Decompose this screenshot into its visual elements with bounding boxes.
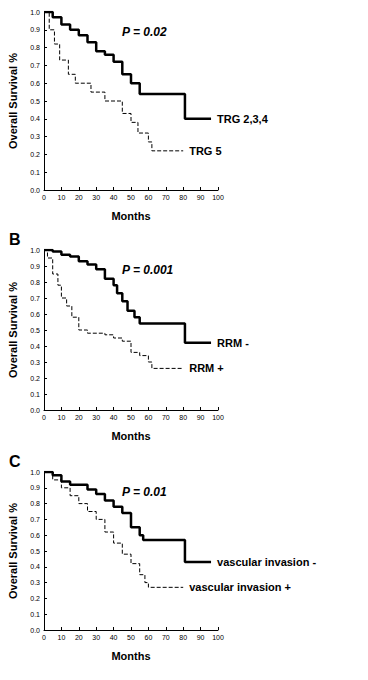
svg-text:0.8: 0.8 xyxy=(30,44,40,51)
svg-text:1.0: 1.0 xyxy=(30,9,40,16)
svg-text:Overall Survival %: Overall Survival % xyxy=(7,53,19,149)
svg-text:50: 50 xyxy=(127,414,135,421)
svg-text:0.2: 0.2 xyxy=(30,151,40,158)
svg-text:90: 90 xyxy=(197,634,205,641)
svg-text:Months: Months xyxy=(111,650,150,662)
svg-text:0.0: 0.0 xyxy=(30,187,40,194)
svg-text:P = 0.001: P = 0.001 xyxy=(122,263,174,277)
svg-text:Months: Months xyxy=(111,430,150,442)
svg-text:0.8: 0.8 xyxy=(30,279,40,286)
svg-text:30: 30 xyxy=(92,194,100,201)
svg-text:0.4: 0.4 xyxy=(30,343,40,350)
svg-text:0.9: 0.9 xyxy=(30,26,40,33)
svg-text:0.7: 0.7 xyxy=(30,62,40,69)
svg-text:70: 70 xyxy=(162,634,170,641)
svg-text:30: 30 xyxy=(92,634,100,641)
svg-text:B: B xyxy=(9,231,21,248)
svg-text:Overall Survival %: Overall Survival % xyxy=(7,282,19,378)
svg-text:Months: Months xyxy=(111,210,150,222)
svg-text:70: 70 xyxy=(162,194,170,201)
svg-text:80: 80 xyxy=(179,414,187,421)
svg-text:0.0: 0.0 xyxy=(30,627,40,634)
svg-text:20: 20 xyxy=(75,414,83,421)
svg-text:vascular invasion +: vascular invasion + xyxy=(189,581,291,593)
svg-text:0.3: 0.3 xyxy=(30,579,40,586)
svg-text:0.1: 0.1 xyxy=(30,611,40,618)
svg-text:0.6: 0.6 xyxy=(30,311,40,318)
svg-text:90: 90 xyxy=(197,194,205,201)
svg-text:TRG 2,3,4: TRG 2,3,4 xyxy=(217,113,269,125)
svg-text:10: 10 xyxy=(58,634,66,641)
svg-text:90: 90 xyxy=(197,414,205,421)
svg-text:70: 70 xyxy=(162,414,170,421)
svg-text:vascular invasion -: vascular invasion - xyxy=(217,556,316,568)
svg-text:60: 60 xyxy=(145,634,153,641)
svg-text:0.2: 0.2 xyxy=(30,375,40,382)
svg-text:80: 80 xyxy=(179,634,187,641)
svg-text:0.1: 0.1 xyxy=(30,391,40,398)
svg-text:0.2: 0.2 xyxy=(30,595,40,602)
svg-text:100: 100 xyxy=(212,414,224,421)
svg-text:RRM +: RRM + xyxy=(189,362,224,374)
svg-text:60: 60 xyxy=(145,194,153,201)
svg-text:0.6: 0.6 xyxy=(30,80,40,87)
svg-text:0.1: 0.1 xyxy=(30,169,40,176)
svg-text:0.7: 0.7 xyxy=(30,516,40,523)
svg-text:80: 80 xyxy=(179,194,187,201)
svg-text:10: 10 xyxy=(58,194,66,201)
svg-text:0.7: 0.7 xyxy=(30,295,40,302)
svg-text:0.5: 0.5 xyxy=(30,98,40,105)
svg-text:TRG 5: TRG 5 xyxy=(189,145,221,157)
svg-text:0.4: 0.4 xyxy=(30,563,40,570)
svg-text:RRM -: RRM - xyxy=(217,337,249,349)
svg-text:P = 0.02: P = 0.02 xyxy=(122,25,167,39)
svg-text:100: 100 xyxy=(212,634,224,641)
svg-text:10: 10 xyxy=(58,414,66,421)
svg-text:C: C xyxy=(9,453,21,470)
svg-text:0: 0 xyxy=(42,414,46,421)
svg-text:Overall Survival %: Overall Survival % xyxy=(7,503,19,599)
svg-text:0.9: 0.9 xyxy=(30,484,40,491)
svg-text:20: 20 xyxy=(75,194,83,201)
svg-text:1.0: 1.0 xyxy=(30,247,40,254)
svg-text:0.9: 0.9 xyxy=(30,263,40,270)
svg-text:0.8: 0.8 xyxy=(30,500,40,507)
svg-text:0.6: 0.6 xyxy=(30,532,40,539)
svg-text:0.3: 0.3 xyxy=(30,133,40,140)
svg-text:20: 20 xyxy=(75,634,83,641)
svg-text:0: 0 xyxy=(42,634,46,641)
svg-text:50: 50 xyxy=(127,194,135,201)
svg-text:0.0: 0.0 xyxy=(30,407,40,414)
svg-text:40: 40 xyxy=(110,194,118,201)
svg-text:0.5: 0.5 xyxy=(30,548,40,555)
svg-text:50: 50 xyxy=(127,634,135,641)
svg-text:1.0: 1.0 xyxy=(30,469,40,476)
svg-text:100: 100 xyxy=(212,194,224,201)
svg-text:0.4: 0.4 xyxy=(30,115,40,122)
svg-text:30: 30 xyxy=(92,414,100,421)
svg-text:40: 40 xyxy=(110,634,118,641)
svg-text:0: 0 xyxy=(42,194,46,201)
svg-text:40: 40 xyxy=(110,414,118,421)
svg-text:60: 60 xyxy=(145,414,153,421)
svg-text:P = 0.01: P = 0.01 xyxy=(122,485,167,499)
svg-text:0.3: 0.3 xyxy=(30,359,40,366)
svg-text:0.5: 0.5 xyxy=(30,327,40,334)
